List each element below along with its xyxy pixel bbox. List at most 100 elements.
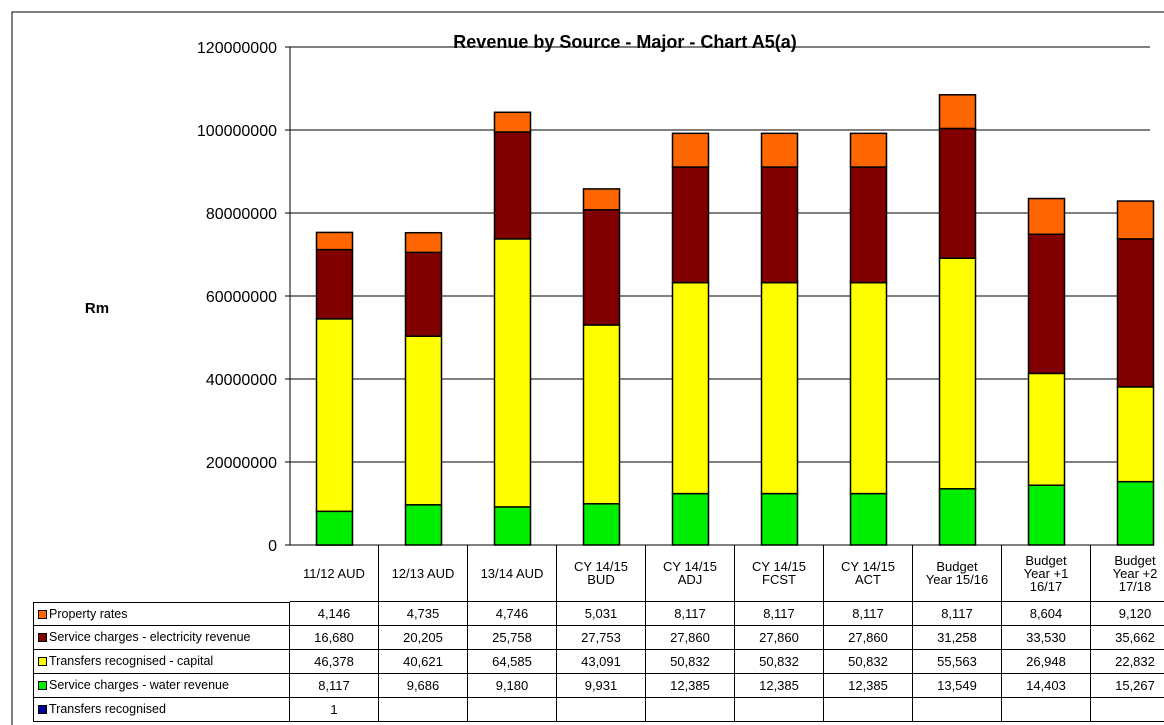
chart-title: Revenue by Source - Major - Chart A5(a) [453, 32, 796, 52]
bar-segment [404, 251, 443, 337]
bar-segment [1027, 372, 1066, 486]
table-cell: 9,180 [468, 674, 557, 698]
table-cell: 27,753 [557, 626, 646, 650]
table-cell: 27,860 [824, 626, 913, 650]
category-label: CY 14/15 BUD [557, 545, 646, 602]
table-cell [824, 698, 913, 722]
category-label: CY 14/15 ADJ [646, 545, 735, 602]
bar-segment [582, 503, 621, 546]
bar-segment [582, 209, 621, 326]
bar-segment [938, 257, 977, 490]
table-cell [646, 698, 735, 722]
legend-swatch [38, 681, 47, 690]
table-cell: 20,205 [379, 626, 468, 650]
table-cell: 8,117 [824, 602, 913, 626]
table-cell [379, 698, 468, 722]
bar-segment [760, 132, 799, 168]
legend-entry: Property rates [33, 602, 290, 626]
table-cell: 13,549 [913, 674, 1002, 698]
table-cell: 14,403 [1002, 674, 1091, 698]
bar-segment [404, 231, 443, 254]
table-cell: 4,146 [290, 602, 379, 626]
table-cell: 8,117 [290, 674, 379, 698]
table-cell: 50,832 [824, 650, 913, 674]
chart-frame [11, 11, 1164, 725]
bar-segment [849, 166, 888, 284]
bar-segment [315, 510, 354, 546]
bar-segment [1116, 238, 1155, 388]
y-tick-label: 120000000 [197, 40, 277, 57]
bar-segment [1027, 233, 1066, 375]
table-cell: 35,662 [1091, 626, 1164, 650]
table-cell: 15,267 [1091, 674, 1164, 698]
y-axis-label: Rm [85, 300, 109, 317]
category-label: Budget Year +1 16/17 [1002, 545, 1091, 602]
category-label: CY 14/15 ACT [824, 545, 913, 602]
y-tick-label: 20000000 [206, 455, 277, 472]
legend-entry: Transfers recognised - capital [33, 650, 290, 674]
bar-segment [760, 492, 799, 546]
table-cell: 26,948 [1002, 650, 1091, 674]
bar-segment [938, 94, 977, 130]
legend-label: Property rates [49, 606, 128, 621]
bar-segment [760, 281, 799, 495]
bar-segment [671, 281, 710, 495]
table-cell: 25,758 [468, 626, 557, 650]
bar-segment [404, 504, 443, 546]
y-tick-label: 40000000 [206, 372, 277, 389]
bar-segment [315, 318, 354, 513]
y-tick-label: 0 [268, 538, 277, 555]
bar-segment [493, 131, 532, 240]
table-cell: 50,832 [646, 650, 735, 674]
table-cell [468, 698, 557, 722]
table-cell: 31,258 [913, 626, 1002, 650]
legend-entry: Service charges - water revenue [33, 674, 290, 698]
legend-swatch [38, 633, 47, 642]
bar-segment [1027, 484, 1066, 546]
bar-segment [493, 238, 532, 508]
bar-segment [582, 324, 621, 505]
table-cell: 9,931 [557, 674, 646, 698]
table-cell: 12,385 [824, 674, 913, 698]
table-cell: 12,385 [735, 674, 824, 698]
legend-entry: Service charges - electricity revenue [33, 626, 290, 650]
table-cell: 64,585 [468, 650, 557, 674]
bar-segment [493, 111, 532, 133]
category-label: Budget Year 15/16 [913, 545, 1002, 602]
bar-segment [671, 166, 710, 284]
table-cell [557, 698, 646, 722]
bar-segment [849, 492, 888, 546]
y-tick-label: 100000000 [197, 123, 277, 140]
category-label: CY 14/15 FCST [735, 545, 824, 602]
bar-segment [315, 231, 354, 251]
category-label: 13/14 AUD [468, 545, 557, 602]
bar-segment [1027, 197, 1066, 235]
bar-segment [582, 188, 621, 211]
table-cell: 55,563 [913, 650, 1002, 674]
category-label: Budget Year +2 17/18 [1091, 545, 1164, 602]
table-cell: 40,621 [379, 650, 468, 674]
table-cell [735, 698, 824, 722]
y-tick-label: 80000000 [206, 206, 277, 223]
table-cell: 22,832 [1091, 650, 1164, 674]
bar-segment [1116, 386, 1155, 483]
table-cell: 16,680 [290, 626, 379, 650]
table-cell: 8,604 [1002, 602, 1091, 626]
table-cell: 4,735 [379, 602, 468, 626]
table-cell: 9,686 [379, 674, 468, 698]
category-label: 12/13 AUD [379, 545, 468, 602]
legend-label: Service charges - water revenue [49, 678, 229, 692]
category-label: 11/12 AUD [290, 545, 379, 602]
bar-segment [404, 335, 443, 506]
table-cell: 8,117 [913, 602, 1002, 626]
table-cell [1091, 698, 1164, 722]
bar-segment [315, 248, 354, 320]
table-cell: 50,832 [735, 650, 824, 674]
legend-label: Transfers recognised [49, 702, 166, 716]
bar-segment [671, 492, 710, 546]
legend-swatch [38, 609, 47, 619]
table-cell: 46,378 [290, 650, 379, 674]
bar-segment [849, 281, 888, 495]
legend-label: Service charges - electricity revenue [49, 630, 251, 644]
